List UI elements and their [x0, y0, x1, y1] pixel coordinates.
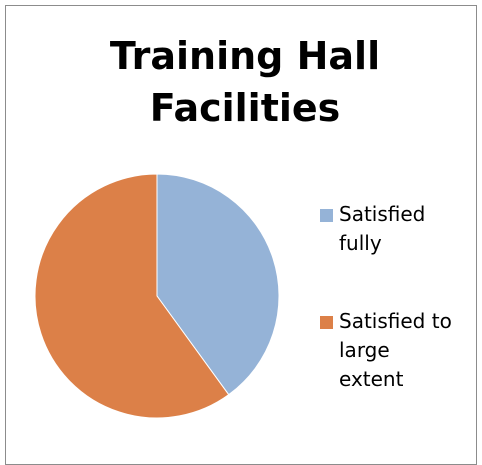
legend-swatch — [320, 209, 333, 222]
pie-slice — [156, 173, 280, 396]
legend-item: Satisfied fully — [320, 200, 460, 258]
page: {"chart_data": {"type": "pie", "title": … — [5, 5, 477, 465]
pie-slice — [34, 173, 230, 419]
legend-item: Satisfied to large extent — [320, 307, 460, 394]
legend-label: Satisfied fully — [339, 202, 426, 255]
legend-label: Satisfied to large extent — [339, 309, 452, 391]
legend-swatch — [320, 316, 333, 329]
chart-title: Training Hall Facilities — [109, 34, 381, 130]
pie-chart — [34, 173, 280, 419]
